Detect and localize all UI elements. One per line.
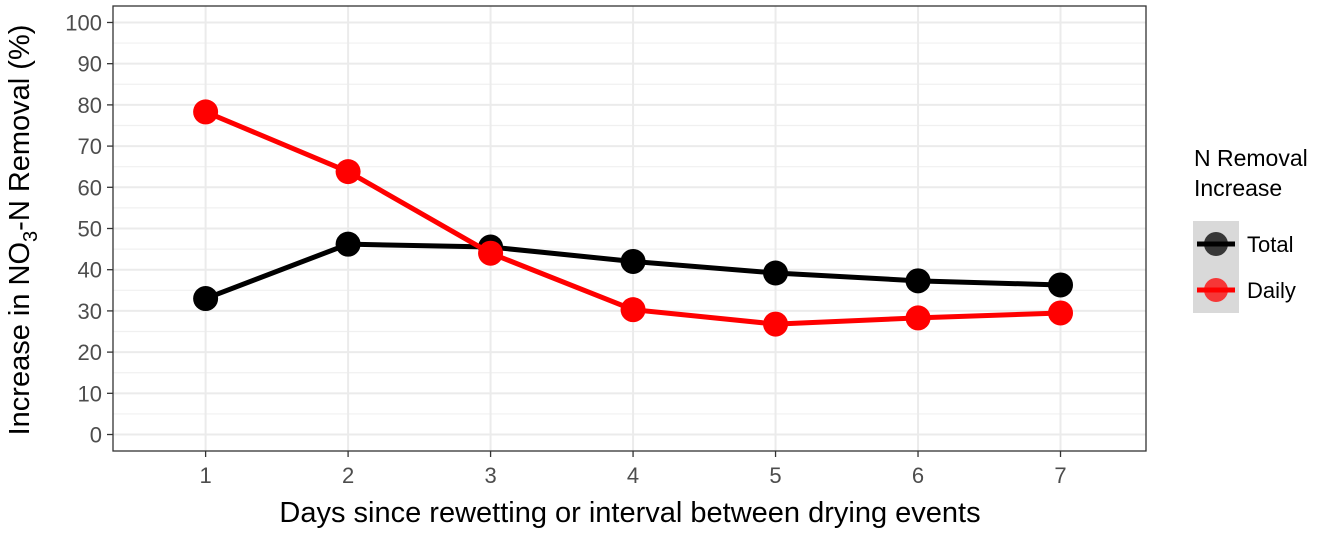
legend: N Removal Increase Total Daily — [1193, 145, 1308, 313]
point-total-7 — [1048, 272, 1074, 298]
legend-key-point-daily — [1204, 278, 1228, 302]
point-total-6 — [905, 268, 931, 294]
point-daily-3 — [478, 240, 504, 266]
y-tick-label-70: 70 — [78, 134, 102, 159]
x-axis-title: Days since rewetting or interval between… — [279, 497, 980, 529]
y-axis-title: Increase in NO3-N Removal (%) — [4, 25, 42, 436]
series-layer — [193, 99, 1074, 337]
point-daily-7 — [1048, 300, 1074, 326]
point-total-2 — [335, 231, 361, 257]
y-tick-label-30: 30 — [78, 299, 102, 324]
y-tick-label-80: 80 — [78, 93, 102, 118]
y-axis: 0 10 20 30 40 50 60 70 80 90 100 — [65, 10, 113, 448]
y-tick-label-10: 10 — [78, 381, 102, 406]
y-tick-label-50: 50 — [78, 217, 102, 242]
point-daily-6 — [905, 305, 931, 331]
legend-title-line-2: Increase — [1194, 175, 1282, 201]
point-total-1 — [193, 286, 219, 312]
legend-label-daily: Daily — [1247, 278, 1296, 303]
y-axis-title-subscript: 3 — [20, 231, 42, 242]
x-tick-label-7: 7 — [1054, 463, 1066, 488]
x-tick-label-4: 4 — [627, 463, 639, 488]
legend-title-line-1: N Removal — [1194, 145, 1308, 171]
y-axis-title-prefix: Increase in NO — [4, 242, 36, 435]
point-daily-2 — [335, 159, 361, 185]
y-tick-label-40: 40 — [78, 258, 102, 283]
point-total-4 — [620, 248, 646, 274]
x-tick-label-2: 2 — [342, 463, 354, 488]
x-tick-label-1: 1 — [199, 463, 211, 488]
x-axis: 1 2 3 4 5 6 7 — [199, 451, 1067, 488]
x-tick-label-5: 5 — [769, 463, 781, 488]
x-tick-label-6: 6 — [912, 463, 924, 488]
point-daily-1 — [193, 99, 219, 125]
y-tick-label-0: 0 — [90, 423, 102, 448]
y-tick-label-20: 20 — [78, 340, 102, 365]
x-tick-label-3: 3 — [484, 463, 496, 488]
legend-label-total: Total — [1247, 232, 1293, 257]
point-total-5 — [763, 260, 789, 286]
legend-key-point-total — [1204, 232, 1228, 256]
y-tick-label-100: 100 — [65, 10, 102, 35]
point-daily-5 — [763, 311, 789, 337]
y-tick-label-90: 90 — [78, 52, 102, 77]
y-axis-title-suffix: -N Removal (%) — [4, 25, 36, 231]
point-daily-4 — [620, 297, 646, 323]
y-tick-label-60: 60 — [78, 175, 102, 200]
legend-keys: Total Daily — [1193, 221, 1296, 313]
